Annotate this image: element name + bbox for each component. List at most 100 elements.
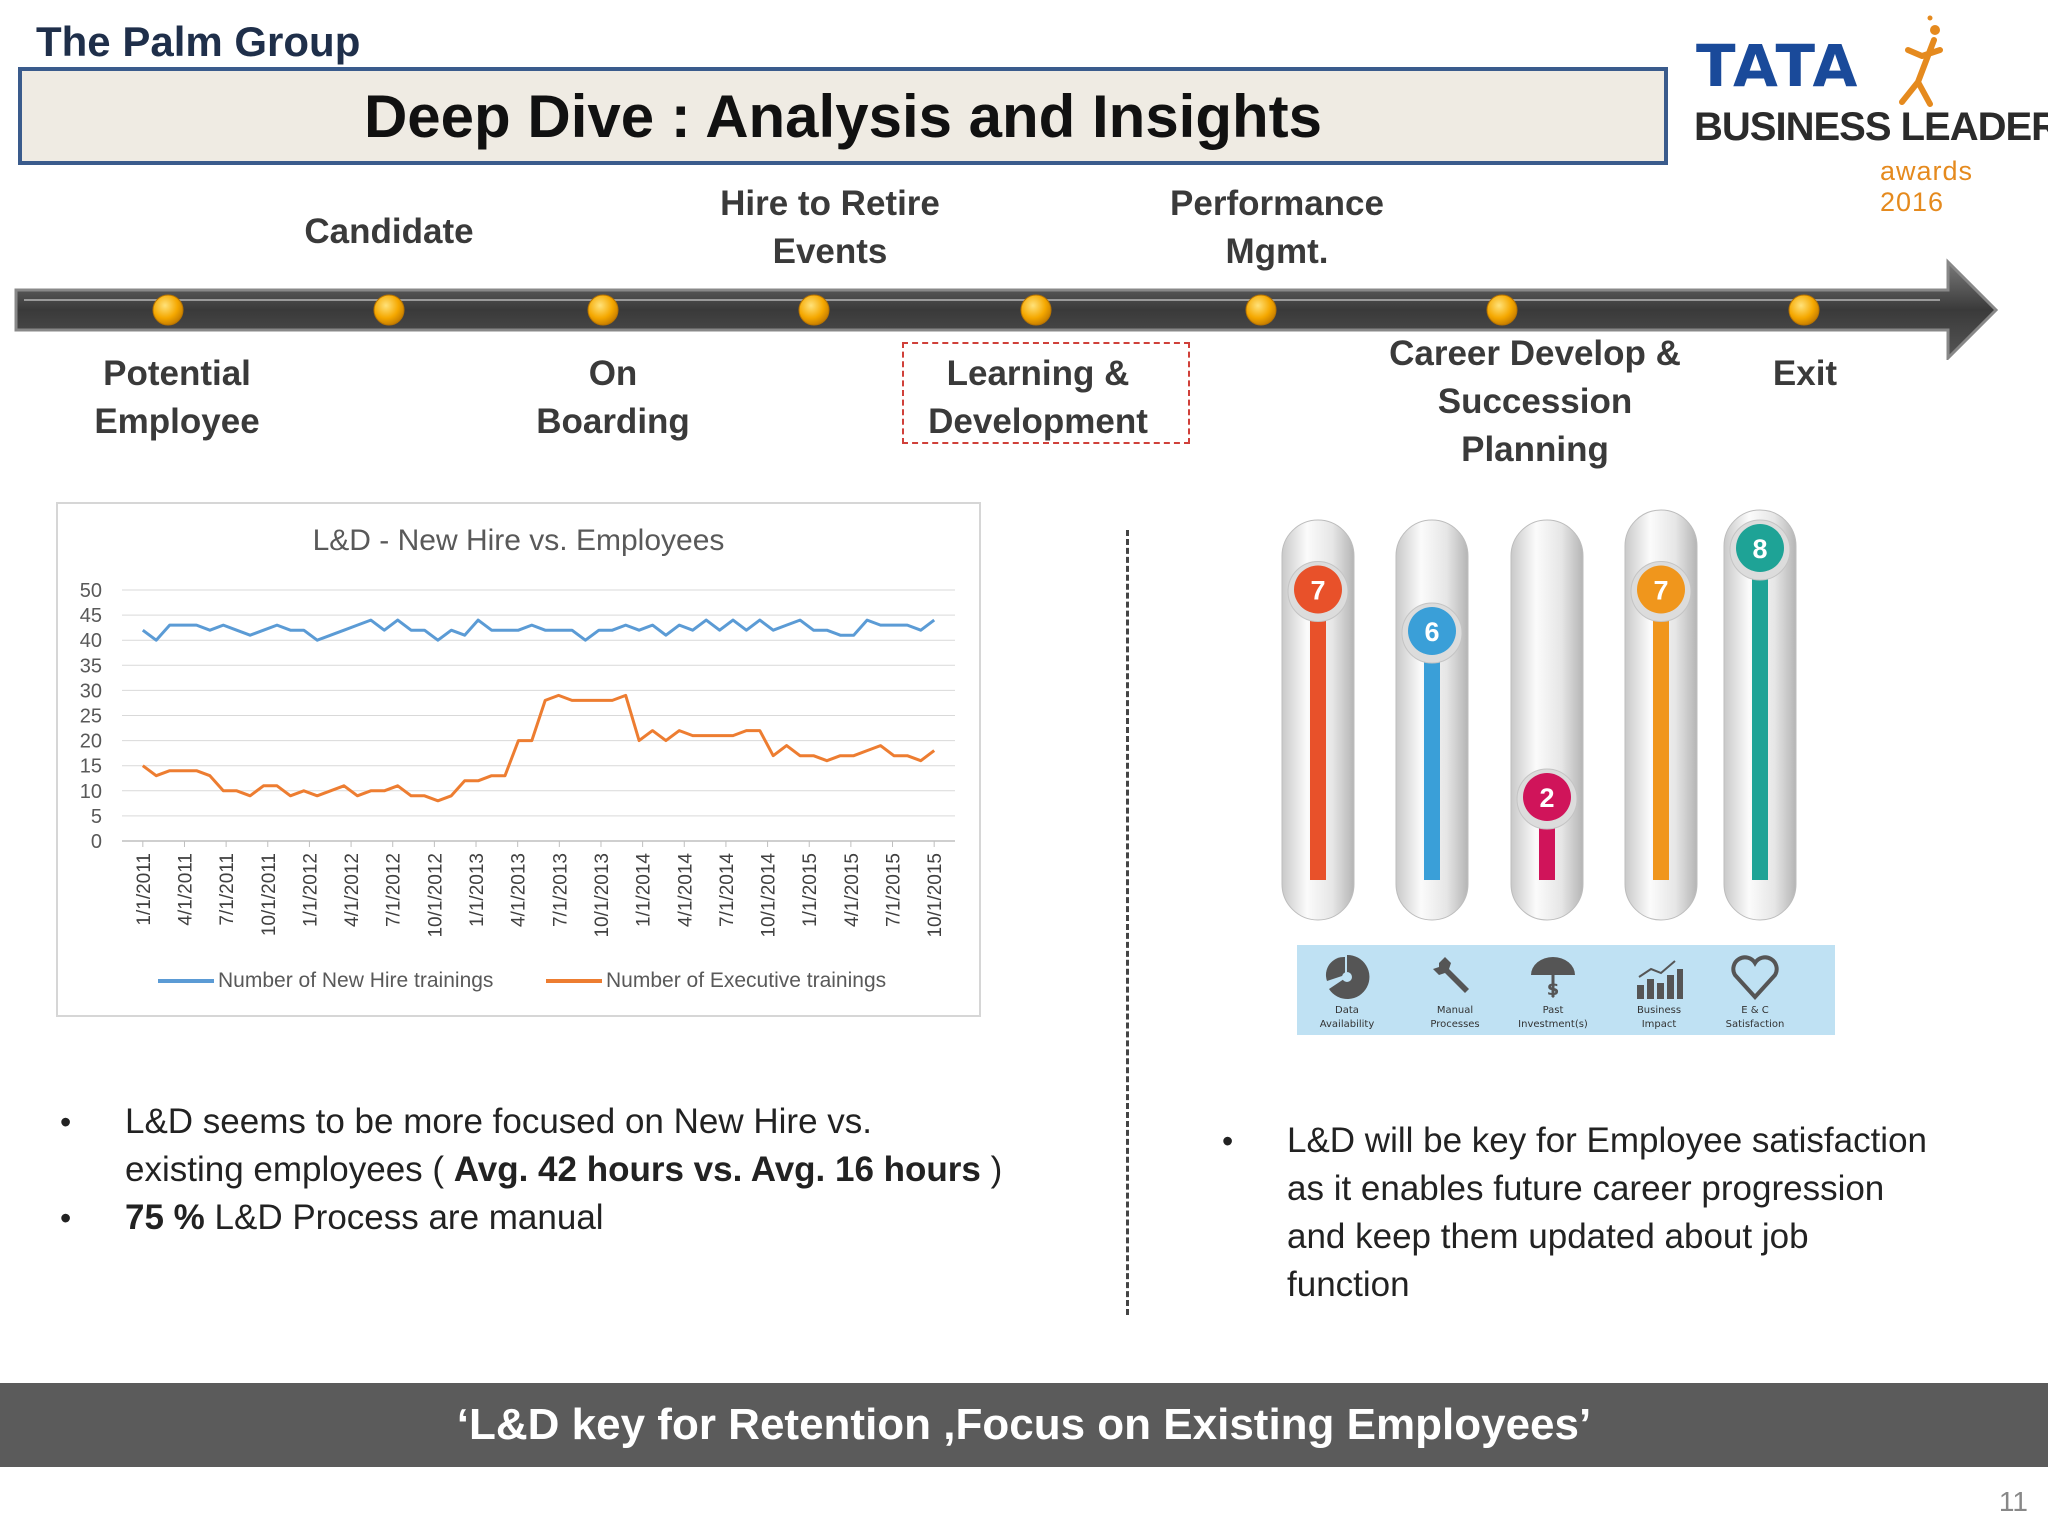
caption-processes: Processes [1430,1019,1480,1030]
chart-plot: 0 5 10 15 20 25 30 35 40 45 50 1/1/2011 4/1/2011 7/1/… [80,580,955,938]
right-bullet-line4: function [1287,1265,1410,1304]
left-bullet-2-bold: 75 % [125,1198,205,1237]
legend-executive: Number of Executive trainings [546,969,886,993]
y-tick-label: 50 [80,580,102,602]
x-tick-label: 1/1/2015 [800,853,821,927]
timeline-label-potential-employee: Potential Employee [94,350,259,446]
gauge-value-business-impact: 7 [1653,576,1668,606]
timeline-milestone-dot [587,294,619,326]
y-tick-label: 5 [91,806,102,828]
series-line-executive [141,693,936,803]
timeline-milestone-dot [1486,294,1518,326]
y-tick-label: 45 [80,605,102,627]
timeline-label-line: Performance [1170,184,1384,223]
right-bullet-line3: and keep them updated about job [1287,1217,1809,1256]
heart-icon [1731,955,1779,1000]
timeline-label-performance: Performance Mgmt. [1170,180,1384,276]
x-tick-label: 7/1/2012 [384,853,405,927]
group-name: The Palm Group [36,18,361,65]
timeline-label-line: Employee [94,402,260,441]
icon-cell-past-investment: $ Past Investment(s) [1503,945,1603,1035]
y-tick-label: 10 [80,781,102,803]
umbrella-dollar-icon: $ [1531,957,1575,1000]
timeline-milestone-dot [1020,294,1052,326]
x-tick-label: 4/1/2011 [175,853,196,926]
footer-text: ‘L&D key for Retention ,Focus on Existin… [456,1400,1592,1449]
x-tick-label: 7/1/2013 [550,853,571,927]
y-tick-label: 0 [91,831,102,853]
line-chart: L&D - New Hire vs. Employees 0 5 10 15 20 25 3… [56,502,981,1017]
left-bullet-1-bold: Avg. 42 hours vs. Avg. 16 hours [453,1150,981,1189]
right-bullet-line1: L&D will be key for Employee satisfactio… [1287,1121,1927,1160]
y-tick-label: 25 [80,706,102,728]
title-bar: Deep Dive : Analysis and Insights [18,67,1668,165]
gauge-value-past-investment: 2 [1539,783,1554,813]
x-tick-label: 10/1/2011 [259,853,280,936]
gauge-knob-manual-processes [1408,607,1456,655]
left-bullet-2-line: 75 % L&D Process are manual [125,1194,1002,1242]
timeline-label-line: Learning & [946,354,1130,393]
caption-past: Past [1542,1005,1564,1016]
wrench-icon [1433,957,1469,993]
y-tick-label: 15 [80,756,102,778]
timeline-label-line: Hire to Retire [720,184,940,223]
highlight-box-learning [902,342,1190,444]
gauge-value-ec-satisfaction: 8 [1752,534,1767,564]
caption-availability: Availability [1319,1019,1375,1030]
caption-investment: Investment(s) [1518,1019,1588,1030]
timeline-label-hire-to-retire: Hire to Retire Events [720,180,940,276]
left-bullet-list: • L&D seems to be more focused on New Hi… [60,1098,1002,1242]
y-tick-label: 40 [80,630,102,652]
legend-label-executive: Number of Executive trainings [606,969,887,992]
gauge-knob-data-availability [1294,565,1342,614]
caption-impact: Impact [1641,1019,1677,1030]
bullet-dot: • [60,1104,72,1140]
pie-chart-icon [1325,954,1370,999]
timeline-label-candidate: Candidate [304,208,473,256]
legend-swatch-new-hire [158,979,214,983]
logo-brand: TATA [1696,32,1860,100]
timeline-label-line: Events [772,232,888,271]
gauge-value-manual-processes: 6 [1424,617,1439,647]
timeline-milestone-dot [798,294,830,326]
right-bullet-1: • L&D will be key for Employee satisfact… [1222,1117,1927,1309]
footer-banner: ‘L&D key for Retention ,Focus on Existin… [0,1383,2048,1467]
x-tick-label: 1/1/2011 [134,853,155,926]
timeline-label-line: Succession [1437,382,1633,421]
left-bullet-1-post: ) [980,1150,1003,1189]
timeline-label-line: Career Develop & [1389,334,1681,373]
x-tick-label: 10/1/2014 [759,853,780,938]
x-tick-label: 1/1/2013 [467,853,488,927]
timeline-label-line: Potential [103,354,251,393]
icon-cell-business-impact: Business Impact [1609,945,1709,1035]
runner-figure-icon [1899,15,1943,107]
x-tick-label: 4/1/2014 [675,853,696,927]
x-tick-label: 7/1/2014 [717,853,738,927]
icon-cell-manual-processes: Manual Processes [1405,945,1505,1035]
timeline-label-line: Candidate [304,212,474,251]
gauge-fill-data-availability [1310,589,1326,880]
left-bullet-2-text: L&D Process are manual [204,1198,604,1237]
logo-line: BUSINESS LEADERSHIP [1694,105,2048,149]
chart-title: L&D - New Hire vs. Employees [312,524,725,557]
icon-cell-data-availability: Data Availability [1297,945,1397,1035]
x-tick-label: 1/1/2014 [634,853,655,927]
timeline-milestone-dot [373,294,405,326]
gauge-knob-business-impact [1637,565,1685,614]
bar-chart-icon [1637,960,1683,999]
x-tick-label: 4/1/2013 [509,853,530,927]
gauge-value-data-availability: 7 [1310,576,1325,606]
caption-ec: E & C [1741,1005,1769,1016]
caption-satisfaction: Satisfaction [1725,1019,1785,1030]
bullet-dot: • [1222,1123,1234,1159]
right-bullet-list: • L&D will be key for Employee satisfact… [1222,1117,1927,1309]
page-title: Deep Dive : Analysis and Insights [363,82,1323,150]
timeline-label-line: Development [928,402,1148,441]
timeline-arrow [14,258,1999,360]
x-tick-label: 10/1/2012 [425,853,446,938]
left-bullet-1-text: existing employees ( [125,1150,454,1189]
series-line-new-hire [141,618,936,642]
y-tick-label: 20 [80,731,102,753]
dashed-divider [1126,530,1129,1315]
legend-new-hire: Number of New Hire trainings [158,969,493,993]
